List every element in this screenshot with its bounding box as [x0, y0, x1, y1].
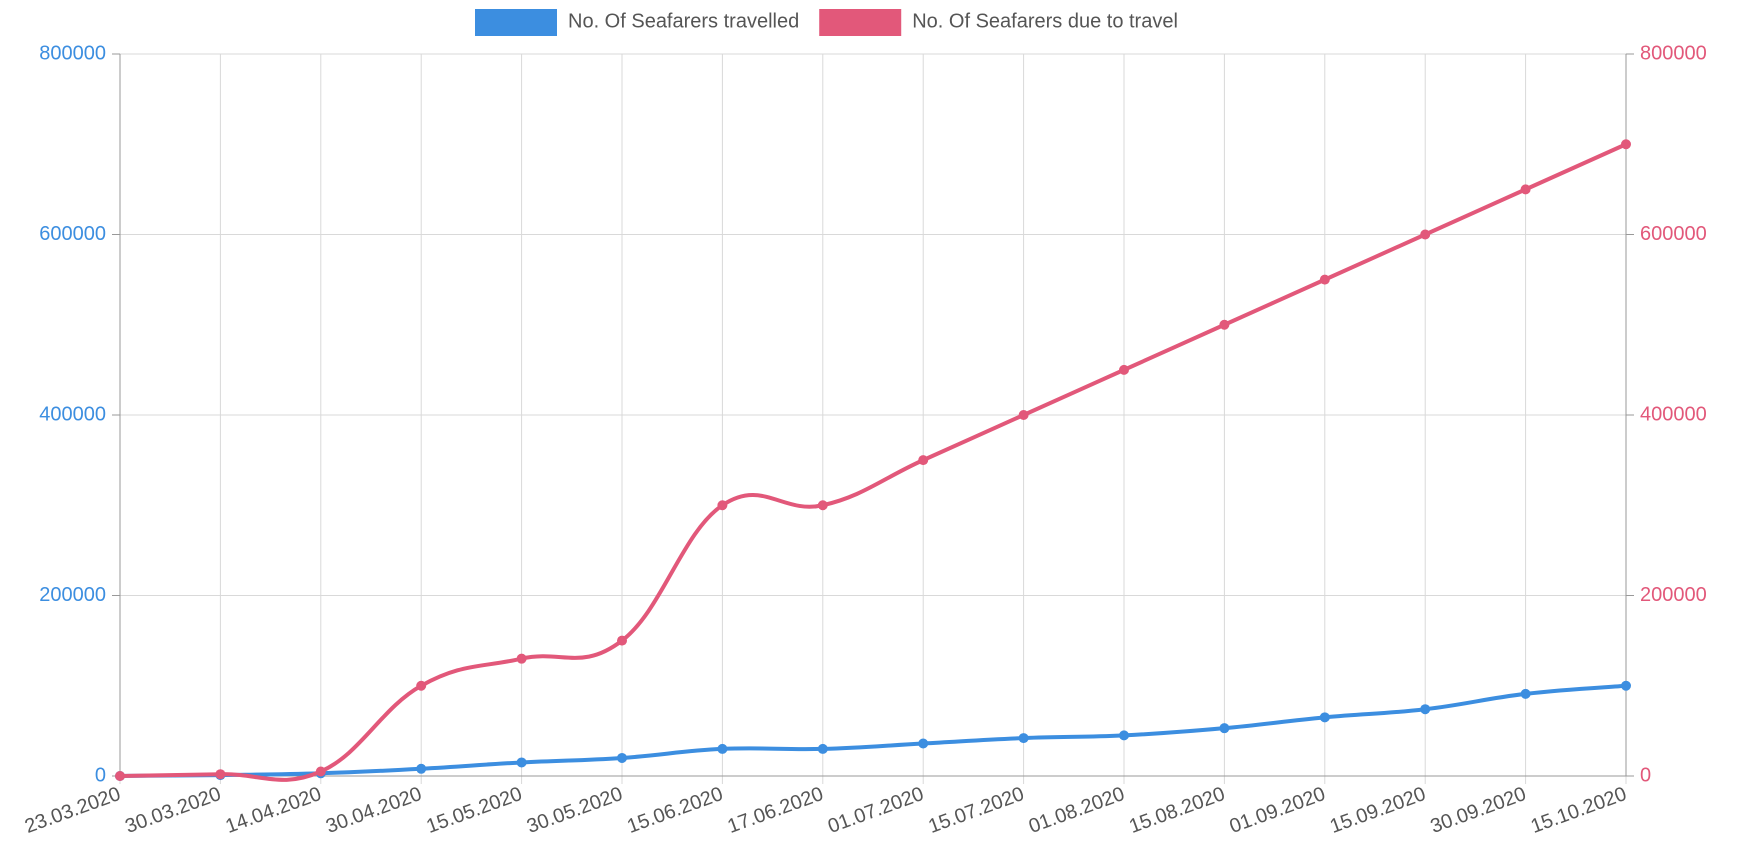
point	[918, 738, 929, 749]
y-tick-label: 600000	[39, 223, 106, 245]
point	[1018, 733, 1029, 744]
y2-tick-label: 600000	[1640, 223, 1707, 245]
y-tick-label: 400000	[39, 403, 106, 425]
series-line	[119, 142, 1627, 782]
x-tick-label: 01.09.2020	[1227, 783, 1329, 838]
point	[1319, 712, 1330, 723]
point	[617, 752, 627, 763]
y2-tick-label: 800000	[1640, 42, 1707, 64]
x-tick-label: 01.08.2020	[1026, 783, 1128, 838]
point	[215, 769, 226, 780]
point	[1621, 680, 1631, 691]
point	[817, 743, 828, 754]
x-tick-label: 30.09.2020	[1428, 783, 1530, 838]
point	[416, 680, 427, 691]
x-tick-label: 14.04.2020	[223, 783, 325, 838]
legend-label: No. Of Seafarers travelled	[568, 10, 799, 32]
point	[1219, 723, 1230, 734]
y2-tick-label: 200000	[1640, 584, 1707, 606]
point	[717, 743, 728, 754]
point	[1420, 229, 1431, 240]
point	[115, 771, 125, 781]
point	[315, 766, 326, 777]
legend-label: No. Of Seafarers due to travel	[912, 10, 1178, 32]
x-tick-label: 15.09.2020	[1327, 783, 1429, 838]
point	[1119, 364, 1129, 375]
point	[817, 500, 828, 511]
point	[1420, 704, 1431, 715]
x-tick-label: 01.07.2020	[825, 783, 927, 838]
point	[416, 763, 427, 774]
point	[1319, 274, 1330, 285]
x-tick-label: 17.06.2020	[725, 783, 827, 838]
x-tick-label: 23.03.2020	[22, 783, 124, 838]
x-tick-label: 30.03.2020	[122, 783, 224, 838]
legend-swatch	[475, 9, 557, 36]
point	[1018, 410, 1029, 420]
x-tick-label: 15.10.2020	[1528, 783, 1630, 838]
y-tick-label: 0	[95, 764, 106, 786]
point	[918, 455, 929, 466]
x-tick-label: 15.08.2020	[1126, 783, 1228, 838]
series-line	[119, 683, 1627, 778]
x-tick-label: 15.07.2020	[926, 783, 1028, 838]
y-tick-label: 800000	[39, 42, 106, 64]
point	[1621, 139, 1631, 150]
y2-tick-label: 400000	[1640, 403, 1707, 425]
point	[516, 757, 527, 768]
point	[516, 653, 527, 664]
point	[617, 635, 627, 646]
x-tick-label: 30.04.2020	[323, 783, 425, 838]
legend-swatch	[819, 9, 902, 36]
y-tick-label: 200000	[39, 584, 106, 606]
y2-tick-label: 0	[1640, 764, 1651, 786]
point	[1219, 319, 1230, 330]
point	[1520, 688, 1531, 699]
point	[717, 500, 728, 511]
x-tick-label: 15.06.2020	[624, 783, 726, 838]
point	[1119, 730, 1129, 741]
x-tick-label: 15.05.2020	[424, 783, 526, 838]
point	[1520, 184, 1531, 195]
x-tick-label: 30.05.2020	[524, 783, 626, 838]
